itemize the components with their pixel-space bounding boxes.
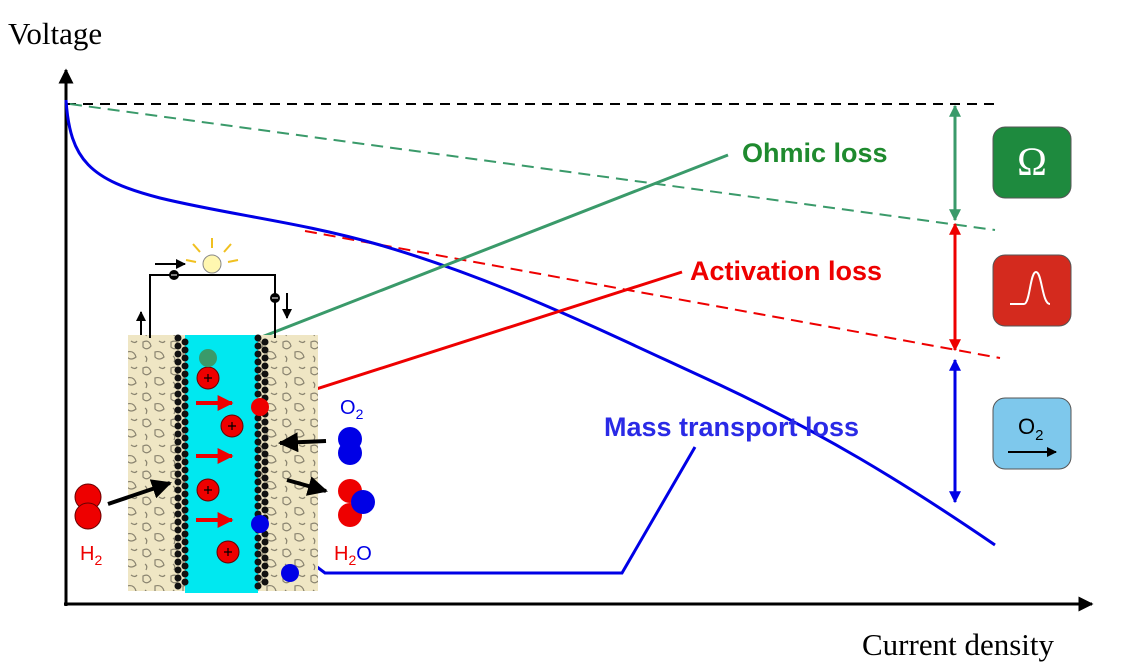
fuel-cell [75, 238, 375, 593]
shape [224, 244, 231, 252]
text-part: 2 [348, 552, 356, 568]
y-axis-label: Voltage [8, 16, 102, 51]
activation-label: Activation loss [690, 256, 882, 286]
text-part: H [334, 543, 348, 565]
product-label: H2O [334, 543, 372, 568]
reactant-label: H2 [80, 543, 102, 568]
diagram: Voltage Current density Ω O2 Ohmic loss … [0, 0, 1127, 664]
text-part: 2 [1035, 427, 1043, 444]
shape [281, 564, 299, 582]
text-part: O [340, 397, 356, 419]
activation-icon [993, 255, 1071, 326]
shape [338, 441, 362, 465]
shape [193, 244, 200, 252]
shape [351, 490, 375, 514]
oxidant-label: O2 [340, 397, 364, 422]
mass-label: Mass transport loss [604, 412, 859, 442]
shape [203, 255, 221, 273]
ohmic-icon-text: Ω [1017, 139, 1047, 184]
activation-line [305, 231, 1000, 358]
shape [75, 503, 101, 529]
shape [150, 275, 275, 338]
x-axis-label: Current density [862, 627, 1054, 662]
mass-leader [260, 447, 695, 573]
text-part: 2 [94, 552, 102, 568]
shape [186, 260, 196, 262]
shape [251, 398, 269, 416]
text-part: 2 [356, 406, 364, 422]
shape [280, 441, 326, 443]
shape [251, 515, 269, 533]
text-part: O [1018, 414, 1035, 439]
text-part: O [356, 543, 372, 565]
shape [228, 260, 238, 262]
ohmic-label: Ohmic loss [742, 138, 888, 168]
text-part: H [80, 543, 94, 565]
ohmic-leader [208, 155, 728, 358]
shape [199, 349, 217, 367]
